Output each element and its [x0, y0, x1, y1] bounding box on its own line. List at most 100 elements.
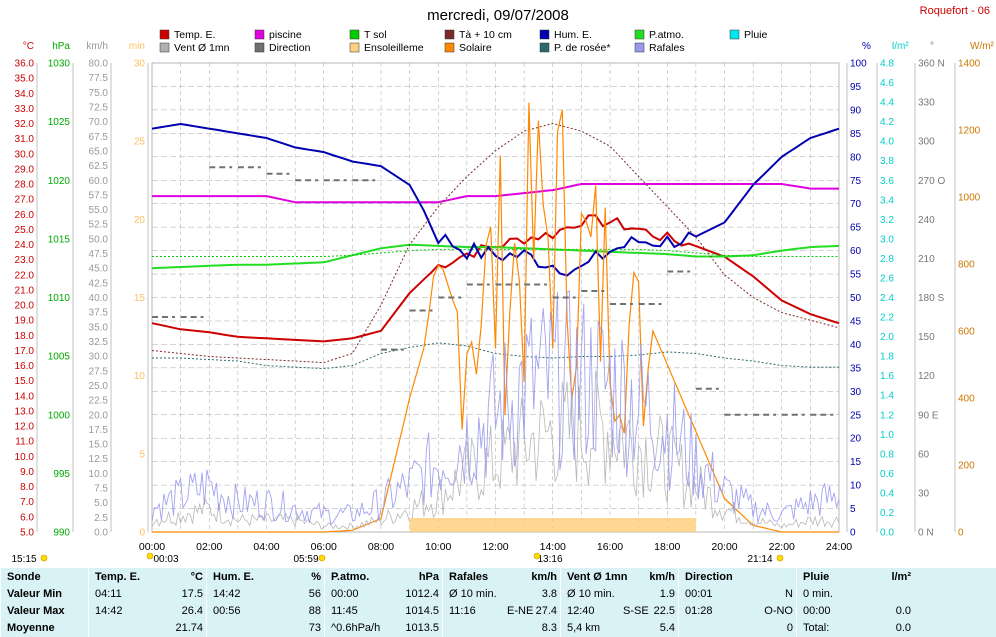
axis-tick-label: 0 N [918, 528, 934, 539]
stats-panel: Sonde Valeur Min Valeur Max Moyenne Temp… [0, 568, 996, 637]
axis-tick-label: 23.0 [15, 255, 35, 266]
time-tick-label: 06:00 [311, 541, 337, 553]
axis-tick-label: 600 [958, 327, 975, 338]
axis-tick-label: 360 N [918, 59, 945, 70]
axis-tick-label: 34.0 [15, 89, 35, 100]
legend-swatch [159, 29, 170, 40]
axis-tick-label: 21.0 [15, 285, 35, 296]
wind-max-time: 12:40 [567, 605, 595, 617]
axis-tick-label: 22.0 [15, 270, 35, 281]
axis-tick-label: 52.5 [89, 220, 109, 231]
legend-label: Vent Ø 1mn [174, 42, 230, 54]
series-solaire [152, 102, 839, 533]
axis-tick-label: 330 [918, 98, 935, 109]
row-label-min: Valeur Min [7, 588, 63, 600]
legend-label: T sol [364, 29, 387, 41]
hum-unit: % [311, 571, 321, 583]
sun-icon [40, 554, 48, 562]
row-label-max: Valeur Max [7, 605, 65, 617]
hum-max-time: 00:56 [213, 605, 241, 617]
temp-max-value: 26.4 [181, 605, 203, 617]
wind-distance: 5,4 km [567, 622, 601, 634]
stats-press: P.atmo. hPa 00:00 1012.4 11:45 1014.5 ^0.6h… [324, 568, 443, 637]
temp-avg: 21.74 [175, 622, 203, 634]
axis-tick-label: 45.0 [89, 264, 109, 275]
axis-tick-label: 5.0 [94, 498, 108, 509]
wind-header: Vent Ø 1mn [567, 571, 628, 583]
axis-tick-label: 20.0 [15, 301, 35, 312]
legend-swatch [159, 42, 170, 53]
legend-swatch [634, 42, 645, 53]
axis-unit: km/h [86, 41, 108, 52]
axis-tick-label: 30 [918, 488, 930, 499]
axis-tick-label: 26.0 [15, 210, 35, 221]
axis-tick-label: 28.0 [15, 180, 35, 191]
sunshine-bar [610, 518, 639, 532]
press-min-time: 00:00 [331, 588, 359, 600]
stats-hum: Hum. E.% 14:42 56 00:56 88 73 [206, 568, 325, 637]
axis-unit: min [129, 41, 145, 52]
legend-swatch [349, 42, 360, 53]
dir-avg: 0 [786, 622, 793, 634]
rain-max-value: 0.0 [895, 605, 911, 617]
axis-tick-label: 75 [850, 176, 862, 187]
stats-gust: Rafales km/h Ø 10 min. 3.8 11:16 E-NE 27.4 8… [442, 568, 561, 637]
sunshine-bar [524, 518, 553, 532]
time-tick-label: 00:00 [139, 541, 165, 553]
legend-label: piscine [269, 29, 302, 41]
gust-avg: 8.3 [541, 622, 557, 634]
press-trend: ^0.6hPa/h [331, 622, 381, 634]
axis-tick-label: 0.8 [880, 449, 894, 460]
axis-tick-label: 9.0 [20, 467, 34, 478]
station-label: Roquefort - 06 [920, 5, 990, 17]
axis-tick-label: 2.6 [880, 273, 894, 284]
sun-icon [533, 552, 541, 560]
axis-tick-label: 95 [850, 82, 862, 93]
axis-tick-label: 55 [850, 270, 862, 281]
sun-time-label: 00:03 [153, 554, 178, 565]
axis-tick-label: 45 [850, 316, 862, 327]
axis-tick-label: 8.0 [20, 482, 34, 493]
time-tick-label: 22:00 [769, 541, 795, 553]
axis-tick-label: 300 [918, 137, 935, 148]
axis-tick-label: 35.0 [15, 74, 35, 85]
axis-unit: l/m² [892, 41, 909, 52]
sunshine-bar [581, 518, 610, 532]
axis-tick-label: 180 S [918, 293, 944, 304]
axis-tick-label: 37.5 [89, 308, 109, 319]
axis-tick-label: 15 [134, 293, 146, 304]
temp-max-time: 14:42 [95, 605, 123, 617]
press-unit: hPa [418, 571, 439, 583]
axis-tick-label: 1000 [958, 193, 981, 204]
axis-tick-label: 15.0 [15, 376, 35, 387]
axis-tick-label: 3.8 [880, 156, 894, 167]
axis-tick-label: 90 E [918, 410, 939, 421]
temp-header: Temp. E. [95, 571, 141, 583]
axis-tick-label: 0.0 [880, 528, 894, 539]
sunshine-bar [409, 518, 439, 532]
axis-tick-label: 72.5 [89, 102, 109, 113]
axis-tick-label: 3.2 [880, 215, 894, 226]
axis-tick-label: 25 [850, 410, 862, 421]
axis-tick-label: 120 [918, 371, 935, 382]
dir-max-time: 01:28 [685, 605, 713, 617]
wind-unit: km/h [649, 571, 675, 583]
time-tick-label: 10:00 [425, 541, 451, 553]
axis-tick-label: 16.0 [15, 361, 35, 372]
stats-row-labels: Sonde Valeur Min Valeur Max Moyenne [0, 568, 89, 637]
temp-min-value: 17.5 [181, 588, 203, 600]
axis-tick-label: 1.0 [880, 430, 894, 441]
time-tick-label: 02:00 [196, 541, 222, 553]
rain-header: Pluie [803, 571, 830, 583]
axis-tick-label: 2.0 [880, 332, 894, 343]
axis-tick-label: 5 [139, 449, 145, 460]
dir-max-value: O-NO [764, 605, 793, 617]
axis-tick-label: 32.5 [89, 337, 109, 348]
axis-tick-label: 100 [850, 59, 867, 70]
axis-tick-label: 55.0 [89, 205, 109, 216]
axis-tick-label: 2.5 [94, 513, 108, 524]
axis-tick-label: 70 [850, 199, 862, 210]
axis-tick-label: 1005 [48, 352, 71, 363]
sun-time-label: 13:16 [537, 554, 562, 565]
rain-total-label: Total: [803, 622, 830, 634]
